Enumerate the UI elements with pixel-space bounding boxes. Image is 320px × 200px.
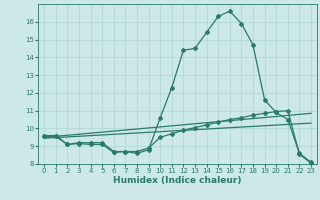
X-axis label: Humidex (Indice chaleur): Humidex (Indice chaleur) — [113, 176, 242, 185]
